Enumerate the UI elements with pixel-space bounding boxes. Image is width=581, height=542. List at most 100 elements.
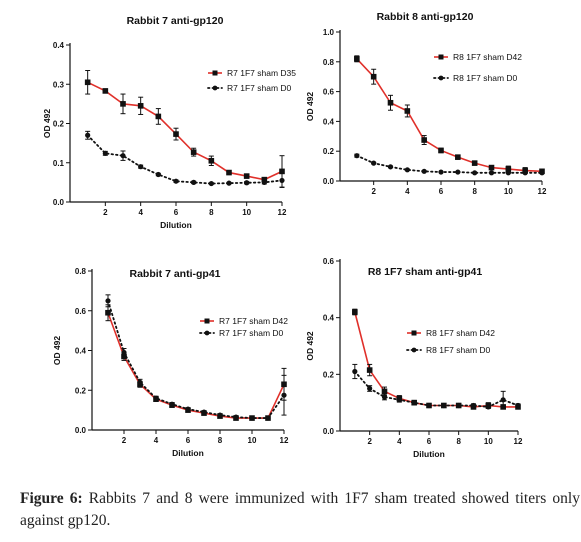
data-point: [138, 164, 144, 170]
data-point: [105, 298, 111, 304]
y-tick-label: 1.0: [323, 28, 335, 37]
chart-title: R8 1F7 sham anti-gp41: [368, 266, 483, 278]
data-point: [201, 409, 207, 415]
y-tick-label: 0.1: [53, 159, 65, 168]
x-tick-label: 2: [367, 437, 372, 446]
data-point: [354, 56, 360, 62]
data-point: [421, 137, 427, 143]
data-point: [488, 170, 495, 176]
y-tick-label: 0.0: [75, 426, 87, 435]
data-point: [387, 99, 394, 106]
legend-marker: [212, 70, 218, 76]
data-point: [226, 169, 232, 176]
x-tick-label: 2: [103, 208, 108, 217]
y-tick-label: 0.4: [53, 41, 65, 50]
legend-marker: [204, 318, 210, 324]
data-point: [370, 73, 377, 80]
data-point: [539, 170, 545, 176]
chart-rabbit7-gp41: Rabbit 7 anti-gp41 0.0 0.2 0.4 0.6 0.8 2 4 6 8 10 1…: [52, 267, 289, 458]
data-point: [191, 179, 197, 185]
x-tick-label: 6: [186, 436, 191, 445]
data-point: [381, 394, 388, 400]
chart-title: Rabbit 7 anti-gp120: [127, 15, 224, 27]
data-point: [121, 349, 127, 356]
legend-marker: [438, 75, 444, 81]
x-tick-label: 10: [242, 208, 251, 217]
data-point: [366, 367, 373, 373]
x-tick-label: 2: [371, 187, 376, 196]
data-point: [233, 414, 239, 420]
data-point: [102, 150, 108, 156]
caption-text: Rabbits 7 and 8 were immunized with 1F7 …: [20, 490, 580, 529]
data-point: [387, 164, 394, 170]
series-line: [86, 134, 283, 185]
data-point: [120, 153, 126, 159]
y-tick-label: 0.2: [53, 120, 65, 129]
series-line: [356, 58, 543, 173]
y-axis-label: OD 492: [305, 92, 315, 122]
x-tick-label: 10: [504, 187, 513, 196]
data-point: [381, 388, 388, 395]
x-tick-label: 10: [248, 436, 257, 445]
data-point: [281, 392, 287, 398]
x-tick-label: 12: [280, 436, 289, 445]
y-tick-label: 0.6: [323, 257, 335, 266]
legend-label: R8 1F7 sham D42: [426, 328, 495, 338]
data-point: [470, 402, 477, 409]
x-tick-label: 6: [439, 187, 444, 196]
series-line: [87, 81, 283, 181]
chart-rabbit8-gp41: R8 1F7 sham anti-gp41 0.0 0.2 0.4 0.6 2 4 6 8 10 1…: [305, 257, 523, 459]
data-point: [471, 160, 478, 166]
data-point: [354, 153, 360, 159]
y-tick-label: 0.6: [323, 88, 335, 97]
data-point: [85, 132, 91, 138]
series-line: [107, 299, 285, 419]
x-tick-label: 8: [472, 187, 477, 196]
legend-marker: [212, 85, 218, 91]
data-point: [455, 154, 461, 160]
x-tick-label: 2: [122, 436, 127, 445]
data-point: [455, 169, 461, 175]
y-tick-label: 0.2: [323, 370, 335, 379]
figure-caption: Figure 6: Rabbits 7 and 8 were immunized…: [20, 488, 580, 532]
data-point: [217, 412, 223, 418]
data-point: [155, 113, 162, 120]
data-point: [505, 170, 511, 176]
data-point: [488, 164, 495, 171]
y-axis-label: OD 492: [305, 331, 315, 361]
chart-rabbit8-gp120: Rabbit 8 anti-gp120 0.0 0.2 0.4 0.6 0.8 1.0 2 4 6…: [305, 11, 547, 196]
data-point: [515, 402, 521, 409]
data-point: [396, 397, 402, 403]
y-tick-label: 0.4: [323, 117, 335, 126]
legend-marker: [411, 330, 417, 336]
legend-label: R8 1F7 sham D0: [453, 73, 518, 83]
data-point: [185, 406, 191, 412]
data-point: [367, 385, 373, 392]
data-point: [173, 178, 179, 184]
data-point: [352, 368, 358, 375]
legend-label: R7 1F7 sham D0: [219, 328, 284, 338]
x-tick-label: 12: [514, 437, 523, 446]
data-point: [279, 177, 285, 184]
data-point: [153, 395, 159, 401]
data-point: [173, 131, 179, 137]
data-point: [190, 149, 197, 155]
series-line: [353, 370, 519, 408]
legend-label: R8 1F7 sham D42: [453, 52, 522, 62]
legend-marker: [411, 347, 417, 353]
data-point: [137, 379, 143, 385]
y-axis-label: OD 492: [42, 109, 52, 139]
x-tick-label: 6: [174, 208, 179, 217]
data-point: [421, 168, 427, 174]
y-tick-label: 0.8: [323, 58, 335, 67]
x-tick-label: 8: [209, 208, 214, 217]
y-tick-label: 0.2: [75, 386, 87, 395]
y-tick-label: 0.0: [53, 198, 65, 207]
data-point: [155, 171, 161, 178]
data-point: [426, 402, 432, 409]
data-point: [102, 88, 109, 94]
legend-label: R7 1F7 sham D35: [227, 68, 296, 78]
legend-label: R7 1F7 sham D0: [227, 83, 292, 93]
data-point: [265, 415, 271, 421]
data-point: [261, 176, 268, 183]
